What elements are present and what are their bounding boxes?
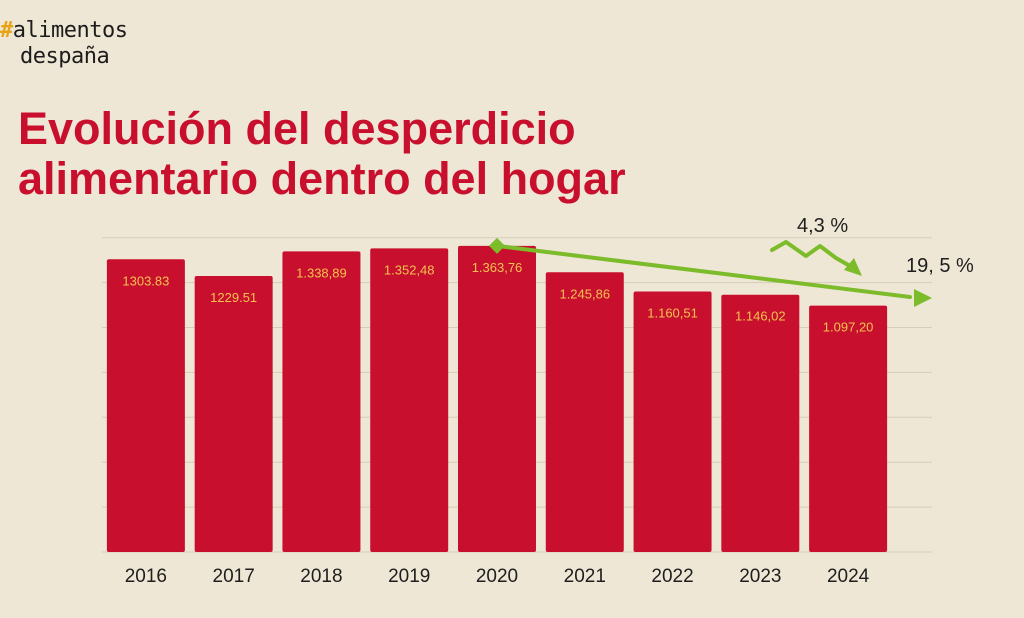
- x-tick-2019: 2019: [388, 566, 430, 587]
- bar-2024: [809, 305, 888, 552]
- chart-title-line-2: alimentario dentro del hogar: [18, 153, 626, 204]
- value-label-2018: 1.338,89: [296, 265, 347, 280]
- annotation-2020-2024: 19, 5 %: [906, 255, 974, 277]
- logo-hash: #: [0, 18, 13, 43]
- long-trend-arrowhead: [914, 289, 932, 307]
- x-tick-2017: 2017: [213, 566, 255, 587]
- logo-line-1: alimentos: [12, 18, 128, 43]
- logo-line-2: despaña: [20, 44, 110, 69]
- zigzag-arrowhead: [844, 258, 862, 276]
- x-tick-2021: 2021: [564, 566, 606, 587]
- value-labels: 1303.83 1229.51 1.338,89 1.352,48 1.363,76 1.…: [122, 260, 873, 335]
- value-label-2023: 1.146,02: [735, 309, 786, 324]
- bars: [106, 245, 888, 553]
- x-tick-labels: 2016 2017 2018 2019 2020 2021 2022 2023 2024: [125, 566, 870, 587]
- bar-2018: [282, 251, 361, 552]
- bar-2023: [721, 294, 800, 552]
- x-tick-2018: 2018: [300, 566, 342, 587]
- x-tick-2024: 2024: [827, 566, 870, 587]
- long-trend-arrow-line: [495, 243, 912, 299]
- brand-logo: #alimentos despaña: [0, 18, 128, 70]
- value-label-2016: 1303.83: [122, 273, 169, 288]
- bar-2017: [194, 275, 273, 552]
- value-label-2019: 1.352,48: [384, 262, 435, 277]
- arrow-start-diamond: [489, 237, 505, 254]
- chart-title-line-1: Evolución del desperdicio: [18, 103, 576, 154]
- trend-arrows: 4,3 % 19, 5 %: [489, 215, 974, 307]
- x-tick-2016: 2016: [125, 566, 167, 587]
- bar-2022: [633, 291, 712, 552]
- bar-2019: [370, 248, 449, 553]
- value-label-2022: 1.160,51: [647, 305, 698, 320]
- x-tick-2020: 2020: [476, 566, 518, 587]
- bar-2020: [458, 245, 536, 552]
- zigzag-trend-arrow-line: [770, 240, 852, 268]
- bar-2016: [106, 259, 185, 552]
- chart-title: Evolución del desperdicio alimentario de…: [18, 104, 626, 204]
- annotation-2023-2024: 4,3 %: [797, 215, 848, 237]
- value-label-2017: 1229.51: [210, 290, 257, 305]
- value-label-2020: 1.363,76: [472, 260, 523, 275]
- value-label-2021: 1.245,86: [559, 286, 610, 301]
- value-label-2024: 1.097,20: [823, 320, 874, 335]
- bar-2021: [545, 272, 624, 552]
- x-tick-2023: 2023: [739, 566, 781, 587]
- x-tick-2022: 2022: [651, 566, 693, 587]
